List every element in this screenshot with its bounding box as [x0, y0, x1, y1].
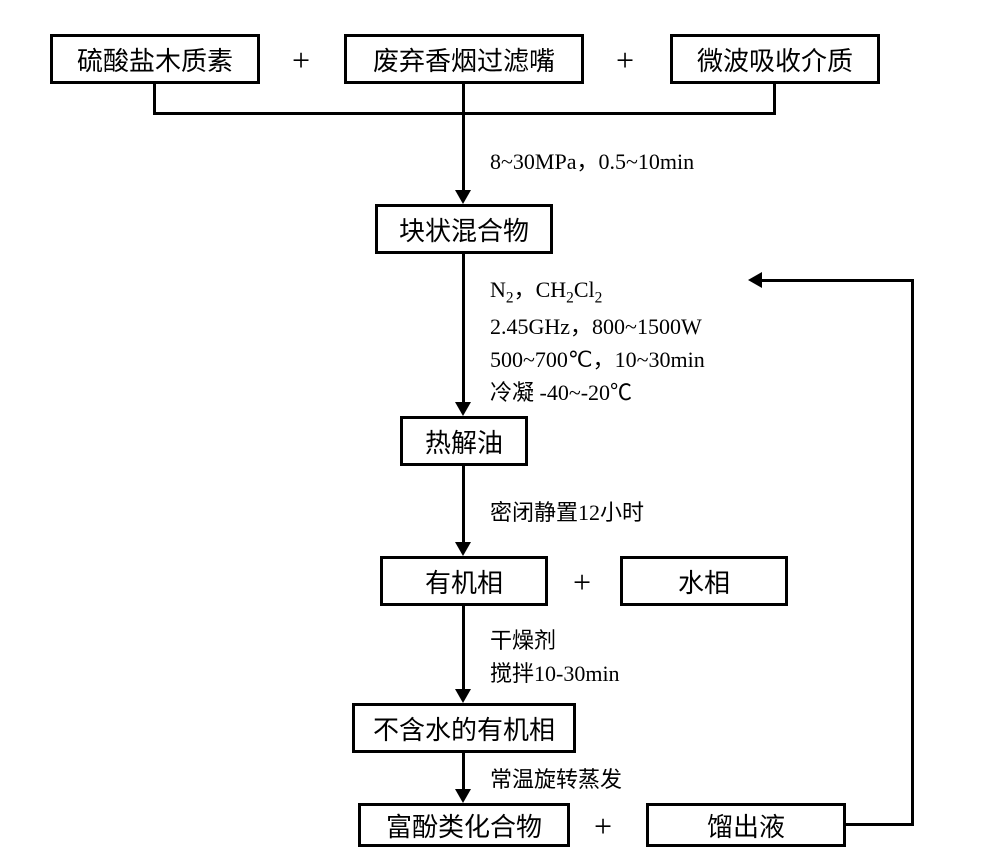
dry-line1: 干燥剂 — [490, 628, 556, 653]
line-input2-down — [462, 84, 465, 114]
line-to-phenol — [462, 753, 465, 791]
plus-4: + — [594, 808, 612, 845]
plus-2: + — [616, 42, 634, 79]
plus-3: + — [573, 564, 591, 601]
line-to-mixture — [462, 112, 465, 192]
water-box: 水相 — [620, 556, 788, 606]
organic-box: 有机相 — [380, 556, 548, 606]
line-to-oil — [462, 254, 465, 404]
distillate-box: 馏出液 — [646, 803, 846, 847]
feedback-right — [846, 823, 914, 826]
line-input3-down — [773, 84, 776, 114]
pyro-line3: 500~700℃，10~30min — [490, 347, 705, 372]
input-box-cigarette-filter: 废弃香烟过滤嘴 — [344, 34, 584, 84]
arrow-to-mixture — [455, 190, 471, 204]
mixture-box: 块状混合物 — [375, 204, 553, 254]
line-input1-down — [153, 84, 156, 114]
pyro-line2: 2.45GHz，800~1500W — [490, 314, 702, 339]
annotation-press: 8~30MPa，0.5~10min — [490, 145, 694, 178]
line-to-dryorganic — [462, 606, 465, 691]
phenol-box: 富酚类化合物 — [358, 803, 570, 847]
feedback-arrow — [748, 272, 762, 288]
dry-line2: 搅拌10-30min — [490, 661, 620, 686]
feedback-up — [911, 279, 914, 826]
annotation-evap: 常温旋转蒸发 — [490, 763, 622, 796]
input-box-sulfate-lignin: 硫酸盐木质素 — [50, 34, 260, 84]
annotation-dry: 干燥剂 搅拌10-30min — [490, 624, 620, 690]
pyro-line1: N2，CH2Cl2 — [490, 277, 602, 302]
input-box-microwave-absorber: 微波吸收介质 — [670, 34, 880, 84]
arrow-to-oil — [455, 402, 471, 416]
pyro-line4: 冷凝 -40~-20℃ — [490, 380, 632, 405]
arrow-to-organic — [455, 542, 471, 556]
arrow-to-phenol — [455, 789, 471, 803]
annotation-settle: 密闭静置12小时 — [490, 496, 644, 529]
arrow-to-dryorganic — [455, 689, 471, 703]
dryorganic-box: 不含水的有机相 — [352, 703, 576, 753]
oil-box: 热解油 — [400, 416, 528, 466]
feedback-left — [760, 279, 914, 282]
plus-1: + — [292, 42, 310, 79]
line-to-organic — [462, 466, 465, 544]
annotation-pyro: N2，CH2Cl2 2.45GHz，800~1500W 500~700℃，10~… — [490, 273, 705, 409]
